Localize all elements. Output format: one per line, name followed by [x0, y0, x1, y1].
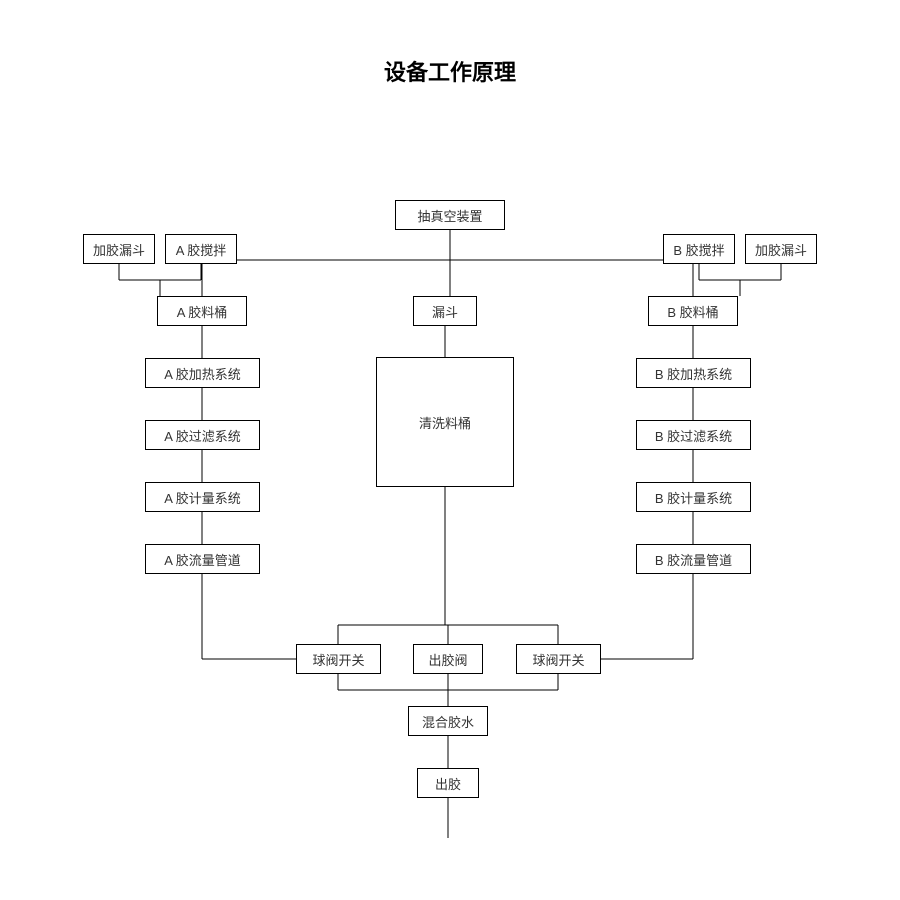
node-b-heat: B 胶加热系统 [636, 358, 751, 388]
node-label: B 胶流量管道 [655, 550, 732, 569]
node-a-meter: A 胶计量系统 [145, 482, 260, 512]
node-valve-l: 球阀开关 [296, 644, 381, 674]
node-label: 球阀开关 [312, 650, 364, 669]
node-a-heat: A 胶加热系统 [145, 358, 260, 388]
node-label: A 胶过滤系统 [164, 426, 241, 445]
node-label: B 胶加热系统 [655, 364, 732, 383]
node-label: 球阀开关 [532, 650, 584, 669]
node-label: 抽真空装置 [417, 206, 482, 225]
node-a-flow: A 胶流量管道 [145, 544, 260, 574]
node-label: 出胶阀 [428, 650, 467, 669]
node-b-filter: B 胶过滤系统 [636, 420, 751, 450]
node-a-tank: A 胶料桶 [157, 296, 247, 326]
node-label: 加胶漏斗 [93, 240, 145, 259]
node-label: 出胶 [435, 774, 461, 793]
node-label: B 胶料桶 [667, 302, 718, 321]
node-b-meter: B 胶计量系统 [636, 482, 751, 512]
node-label: 混合胶水 [422, 712, 474, 731]
node-label: A 胶加热系统 [164, 364, 241, 383]
node-label: A 胶计量系统 [164, 488, 241, 507]
node-label: B 胶计量系统 [655, 488, 732, 507]
node-wash-tank: 清洗料桶 [376, 357, 514, 487]
node-funnel-c: 漏斗 [413, 296, 477, 326]
node-output: 出胶 [417, 768, 479, 798]
diagram-title: 设备工作原理 [0, 55, 900, 87]
node-b-funnel: 加胶漏斗 [745, 234, 817, 264]
node-valve-r: 球阀开关 [516, 644, 601, 674]
node-a-funnel: 加胶漏斗 [83, 234, 155, 264]
node-b-stir: B 胶搅拌 [663, 234, 735, 264]
node-label: B 胶过滤系统 [655, 426, 732, 445]
node-a-filter: A 胶过滤系统 [145, 420, 260, 450]
node-b-flow: B 胶流量管道 [636, 544, 751, 574]
node-label: 清洗料桶 [419, 413, 471, 432]
node-out-valve: 出胶阀 [413, 644, 483, 674]
node-a-stir: A 胶搅拌 [165, 234, 237, 264]
node-b-tank: B 胶料桶 [648, 296, 738, 326]
node-label: A 胶搅拌 [176, 240, 227, 259]
node-label: B 胶搅拌 [673, 240, 724, 259]
node-label: A 胶料桶 [177, 302, 228, 321]
node-mix: 混合胶水 [408, 706, 488, 736]
node-label: A 胶流量管道 [164, 550, 241, 569]
node-label: 加胶漏斗 [755, 240, 807, 259]
node-label: 漏斗 [432, 302, 458, 321]
node-vacuum: 抽真空装置 [395, 200, 505, 230]
